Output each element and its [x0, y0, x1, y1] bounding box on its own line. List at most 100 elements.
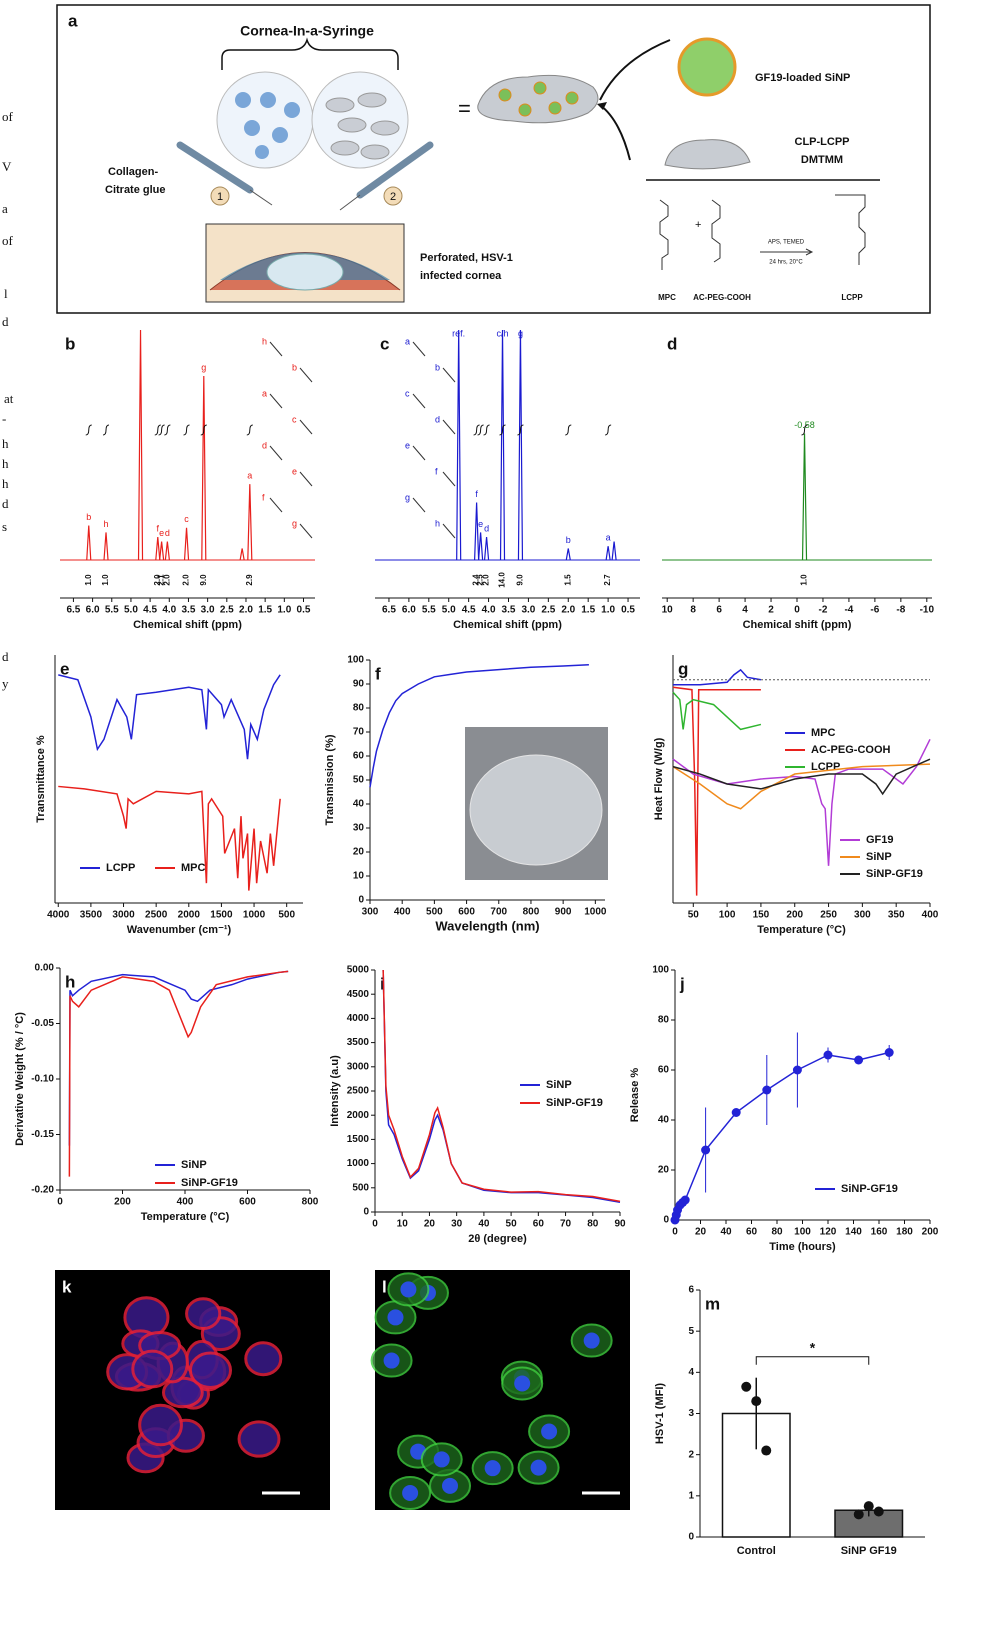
point: [762, 1085, 772, 1095]
peak: [159, 541, 165, 561]
margin-text: d: [2, 314, 9, 329]
compound: AC-PEG-COOH: [693, 293, 751, 302]
x-tick-label: -10: [920, 605, 935, 616]
x-tick-label: 0: [57, 1197, 63, 1208]
margin-text: of: [2, 233, 14, 248]
structure-label: c: [292, 414, 297, 424]
y-tick-label: 1: [688, 1490, 694, 1501]
point: [701, 1145, 711, 1155]
legend-label: LCPP: [106, 862, 135, 874]
x-tick-label: 6.5: [382, 605, 396, 616]
y-tick-label: 100: [652, 965, 669, 976]
drops: [235, 92, 300, 159]
nucleus: [541, 1423, 558, 1440]
peak: [137, 329, 144, 561]
series-line: [58, 674, 281, 760]
peak: [456, 329, 462, 561]
peak-label: a: [247, 470, 252, 480]
integral-curve: [605, 424, 612, 436]
x-tick-label: 1000: [584, 907, 607, 918]
nanoparticle: [677, 37, 737, 97]
structure-label: a: [262, 388, 267, 398]
structure-bond: [442, 367, 456, 383]
x-tick-label: 300: [854, 910, 871, 921]
structure-label: c: [405, 388, 410, 398]
series-line: [58, 785, 281, 891]
y-tick-label: 3500: [347, 1037, 370, 1048]
series-line: [672, 691, 762, 731]
x-tick-label: 6.5: [66, 605, 80, 616]
structure-label: f: [435, 466, 438, 476]
x-tick-label: 4: [742, 605, 748, 616]
peak-label: d: [165, 528, 170, 538]
x-tick-label: 500: [426, 907, 443, 918]
margin-text: h: [2, 456, 9, 471]
structure-label: e: [292, 466, 297, 476]
structure-bond: [412, 341, 426, 357]
x-tick-label: 4.5: [462, 605, 476, 616]
x-tick-label: 150: [753, 910, 770, 921]
x-tick-label: 5.5: [105, 605, 119, 616]
panel-label: h: [65, 972, 75, 991]
conditions: 24 hrs, 20°C: [769, 260, 803, 266]
syringes: [176, 141, 434, 199]
x-tick-label: 2.0: [239, 605, 253, 616]
y-tick-label: 5: [688, 1326, 694, 1337]
integral-curve: [477, 424, 484, 436]
x-tick-label: 1.0: [601, 605, 615, 616]
y-tick-label: -0.05: [31, 1018, 54, 1029]
x-tick-label: 6.0: [86, 605, 100, 616]
series-line: [382, 969, 621, 1204]
x-tick-label: 3.0: [201, 605, 215, 616]
cell: [244, 1341, 283, 1377]
peak: [247, 484, 253, 561]
peak: [565, 548, 571, 561]
x-tick-label: -4: [844, 605, 853, 616]
structure-bond: [269, 393, 283, 409]
y-tick-label: 100: [347, 655, 364, 666]
peak: [801, 433, 808, 561]
x-tick-label: 300: [362, 907, 379, 918]
margin-text: -: [2, 411, 6, 426]
x-axis-label: Chemical shift (ppm): [133, 619, 242, 631]
integral-label: 2.0: [482, 574, 491, 586]
x-tick-label: 200: [114, 1197, 131, 1208]
integral-curve: [200, 424, 207, 436]
x-tick-label: 60: [746, 1227, 758, 1238]
panel-label: f: [375, 664, 381, 683]
x-tick-label: 40: [478, 1219, 490, 1230]
gel-particles: [498, 81, 579, 117]
nucleus: [402, 1485, 419, 1502]
structure-label: h: [262, 336, 267, 346]
x-tick-label: 4000: [47, 910, 70, 921]
nucleus: [442, 1477, 459, 1494]
legend-label: SiNP-GF19: [866, 868, 923, 880]
x-tick-label: 800: [523, 907, 540, 918]
structure-label: a: [405, 336, 410, 346]
margin-text: d: [2, 649, 9, 664]
structure-bond: [412, 393, 426, 409]
integral-curve: [801, 424, 808, 436]
y-tick-label: 1000: [347, 1158, 370, 1169]
peak-label: f: [157, 523, 160, 533]
x-tick-label: 3.5: [502, 605, 516, 616]
y-tick-label: 60: [658, 1065, 670, 1076]
x-tick-label: 80: [771, 1227, 783, 1238]
integral-label: 9.0: [199, 574, 208, 586]
structure-label: d: [262, 440, 267, 450]
cornea-label: Perforated, HSV-1: [420, 252, 513, 264]
structure-label: b: [292, 362, 297, 372]
structure-bond: [412, 497, 426, 513]
x-tick-label: 2.0: [561, 605, 575, 616]
x-tick-label: 600: [458, 907, 475, 918]
panel-frame: [56, 4, 931, 314]
legend-label: SiNP-GF19: [546, 1097, 603, 1109]
structure-label: f: [262, 492, 265, 502]
x-tick-label: 3.0: [521, 605, 535, 616]
integral-curve: [85, 424, 92, 436]
integral-curve: [102, 424, 110, 436]
point: [884, 1048, 894, 1057]
x-tick-label: 1.5: [258, 605, 272, 616]
plus: +: [695, 219, 701, 231]
peak-label: h: [104, 519, 109, 529]
